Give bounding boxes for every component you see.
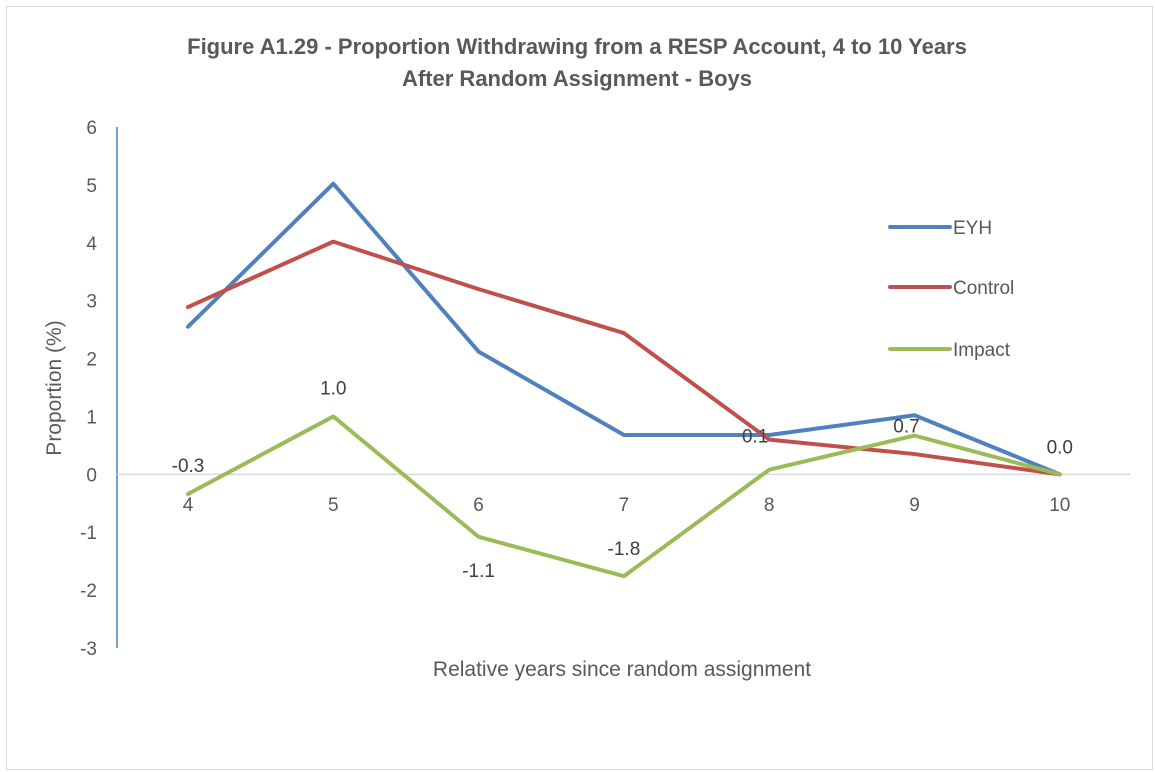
y-tick-label: -3 <box>80 639 97 660</box>
y-tick-label: 1 <box>86 407 97 428</box>
y-tick-label: -1 <box>80 523 97 544</box>
legend: EYH Control Impact <box>888 218 1014 361</box>
x-tick-label: 6 <box>473 495 484 516</box>
y-tick-label: 4 <box>86 234 97 255</box>
legend-label-impact: Impact <box>953 340 1011 361</box>
y-axis-ticks: -3 -2 -1 0 1 2 3 4 5 6 <box>80 118 97 660</box>
x-tick-label: 4 <box>183 495 194 516</box>
series-line-control <box>186 239 1062 477</box>
series-lines <box>186 181 1062 579</box>
x-tick-label: 7 <box>619 495 630 516</box>
legend-label-eyh: EYH <box>953 218 992 239</box>
x-tick-label: 5 <box>328 495 339 516</box>
chart-frame <box>6 6 1153 770</box>
impact-data-label: -0.3 <box>172 456 205 477</box>
chart-title-line1: Figure A1.29 - Proportion Withdrawing fr… <box>187 34 967 59</box>
impact-data-label: -1.1 <box>462 561 495 582</box>
x-axis-ticks: 4 5 6 7 8 9 10 <box>183 495 1071 516</box>
series-line-impact <box>186 414 1062 579</box>
y-tick-label: 6 <box>86 118 97 139</box>
y-tick-label: 2 <box>86 350 97 371</box>
x-tick-label: 8 <box>764 495 775 516</box>
x-axis-title: Relative years since random assignment <box>433 658 811 681</box>
y-tick-label: 5 <box>86 176 97 197</box>
impact-data-label: -1.8 <box>608 539 641 560</box>
impact-data-label: 0.7 <box>893 417 919 438</box>
chart-title-line2: After Random Assignment - Boys <box>402 66 752 91</box>
series-line-eyh <box>186 181 1062 477</box>
data-labels: -0.3 1.0 -1.1 -1.8 0.1 0.7 0.0 <box>172 378 1073 581</box>
y-tick-label: 3 <box>86 292 97 313</box>
x-tick-label: 9 <box>909 495 920 516</box>
legend-label-control: Control <box>953 278 1014 299</box>
x-tick-label: 10 <box>1049 495 1070 516</box>
impact-data-label: 0.1 <box>742 427 768 448</box>
impact-data-label: 1.0 <box>320 378 346 399</box>
y-axis-title: Proportion (%) <box>43 320 66 455</box>
y-tick-label: -2 <box>80 581 97 602</box>
impact-data-label: 0.0 <box>1047 437 1073 458</box>
y-tick-label: 0 <box>86 465 97 486</box>
